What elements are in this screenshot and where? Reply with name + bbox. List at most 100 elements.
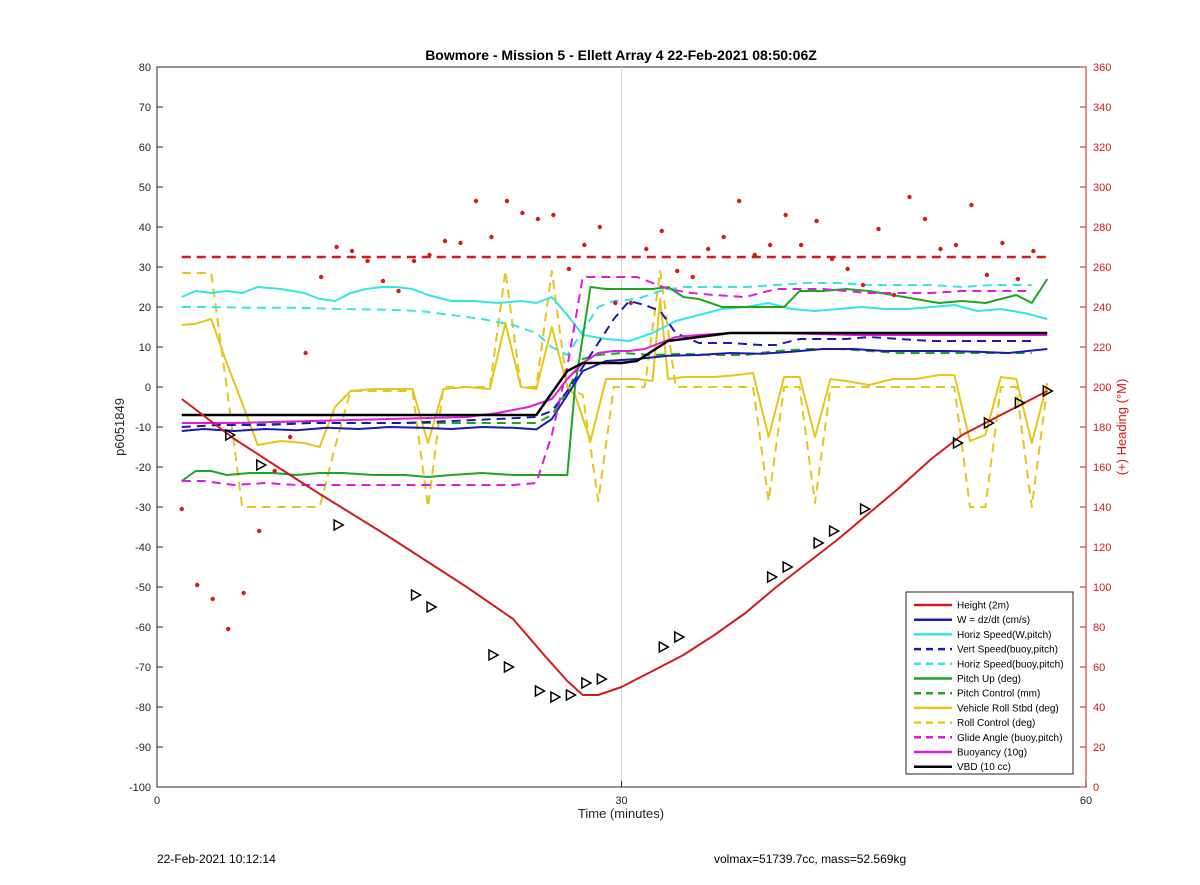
legend: Height (2m) W = dz/dt (cm/s) Horiz Speed(W… — [905, 591, 1074, 775]
triangle-marker — [550, 690, 562, 704]
legend-entry: Horiz Speed(buoy,pitch) — [957, 659, 1064, 670]
heading-point — [489, 234, 494, 240]
heading-point — [690, 274, 695, 280]
marker-layer — [225, 384, 1054, 704]
y2-tick-label: 80 — [1093, 622, 1105, 634]
heading-point — [427, 252, 432, 258]
heading-point — [256, 528, 262, 534]
y-tick-label: 50 — [139, 182, 151, 194]
triangle-marker — [426, 600, 438, 614]
legend-entry: Pitch Control (mm) — [957, 689, 1040, 700]
heading-point — [876, 226, 881, 232]
triangle-marker — [565, 688, 577, 702]
y2-tick-label: 140 — [1093, 502, 1111, 514]
heading-point — [582, 242, 587, 248]
heading-point — [969, 202, 974, 208]
heading-point — [349, 248, 355, 254]
triangle-marker — [225, 428, 237, 442]
triangle-marker — [983, 416, 995, 430]
heading-point — [226, 626, 231, 632]
y-tick-label: -80 — [135, 702, 151, 714]
heading-point — [380, 278, 386, 284]
heading-point — [613, 300, 618, 306]
triangle-marker — [596, 672, 608, 686]
y-tick-label: -70 — [135, 662, 151, 674]
legend-entry: W = dz/dt (cm/s) — [957, 615, 1030, 626]
heading-point — [179, 506, 184, 512]
heading-point — [551, 212, 556, 218]
legend-entry: Horiz Speed(W,pitch) — [957, 630, 1051, 641]
y-tick-label: -50 — [135, 582, 151, 594]
heading-point — [814, 218, 819, 224]
series-line-glide-angle-buoy-pitch — [181, 276, 1032, 486]
heading-point — [659, 228, 664, 234]
y2-tick-label: 60 — [1093, 662, 1105, 674]
heading-point — [953, 242, 959, 248]
y2-tick-label: 100 — [1093, 582, 1111, 594]
y-tick-label: 30 — [139, 262, 151, 274]
heading-point — [829, 256, 835, 262]
y2-tick-label: 320 — [1093, 142, 1111, 154]
heading-point — [752, 252, 757, 258]
y-tick-label: 20 — [139, 302, 151, 314]
series-line-pitch-control-mm — [181, 348, 1032, 424]
y-tick-label: -100 — [129, 782, 151, 794]
triangle-marker — [1014, 396, 1026, 410]
y2-tick-label: 260 — [1093, 262, 1111, 274]
y2-tick-label: 300 — [1093, 182, 1111, 194]
heading-point — [736, 198, 742, 204]
y2-tick-label: 160 — [1093, 462, 1111, 474]
heading-point — [535, 216, 541, 222]
right-axis: 0 20 40 60 80 100 120 140 160 180 200 220 240 260 280 3… — [1080, 62, 1111, 794]
triangle-marker — [255, 458, 268, 472]
heading-point — [458, 240, 463, 246]
triangle-marker — [581, 676, 593, 690]
heading-point — [860, 282, 866, 288]
legend-entry: Buoyancy (10g) — [957, 748, 1027, 759]
heading-point — [272, 468, 277, 474]
triangle-marker — [952, 436, 965, 450]
y-tick-label: 10 — [139, 342, 151, 354]
heading-point — [922, 216, 928, 222]
y-axis-label: p6051849 — [112, 398, 127, 456]
series-line-horiz-speed-w-pitch — [181, 286, 1048, 342]
heading-point — [566, 266, 572, 272]
x-tick-label: 60 — [1080, 795, 1092, 807]
triangle-marker — [410, 588, 423, 602]
triangle-marker — [766, 570, 779, 584]
heading-point — [411, 258, 417, 264]
heading-point — [845, 266, 850, 272]
x-tick-label: 0 — [154, 795, 160, 807]
heading-point — [706, 246, 711, 252]
triangle-marker — [674, 630, 686, 644]
legend-entry: Vehicle Roll Stbd (deg) — [957, 703, 1059, 714]
y-tick-label: -60 — [135, 622, 151, 634]
chart-title: Bowmore - Mission 5 - Ellett Array 4 22-… — [425, 47, 817, 63]
y2-tick-label: 200 — [1093, 382, 1111, 394]
y-tick-label: 60 — [139, 142, 151, 154]
triangle-marker — [859, 502, 872, 516]
series-line-vbd-10-cc — [181, 331, 1048, 417]
y2-tick-label: 0 — [1093, 782, 1099, 794]
x-axis: 0 30 60 — [154, 67, 1092, 807]
y2-axis-label: (+) Heading (°M) — [1114, 379, 1129, 476]
y-tick-label: -40 — [135, 542, 151, 554]
triangle-marker — [658, 640, 670, 654]
heading-point — [1015, 276, 1021, 282]
x-axis-label: Time (minutes) — [578, 806, 664, 821]
heading-point — [628, 300, 633, 306]
heading-point — [1000, 240, 1005, 246]
legend-entry: Height (2m) — [957, 601, 1009, 612]
triangle-marker — [828, 524, 841, 538]
heading-point — [783, 212, 788, 218]
legend-entry: VBD (10 cc) — [957, 762, 1011, 773]
y2-tick-label: 340 — [1093, 102, 1111, 114]
y-tick-label: 70 — [139, 102, 151, 114]
footer-timestamp: 22-Feb-2021 10:12:14 — [157, 852, 276, 866]
series-layer — [181, 255, 1049, 696]
heading-layer — [179, 194, 1036, 632]
legend-entry: Roll Control (deg) — [957, 718, 1035, 729]
y2-tick-label: 240 — [1093, 302, 1111, 314]
heading-point — [442, 238, 448, 244]
heading-point — [210, 596, 215, 602]
